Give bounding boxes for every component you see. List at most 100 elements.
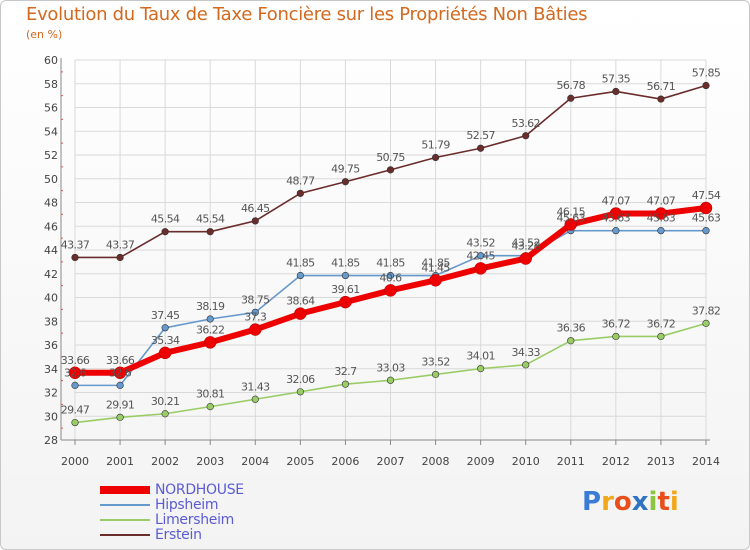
data-point-erstein (116, 253, 124, 262)
legend-label: Erstein (155, 527, 202, 543)
y-tick-label: 58 (44, 78, 58, 91)
data-point-erstein (612, 87, 620, 96)
data-label-limersheim: 31.43 (241, 380, 270, 393)
y-tick-label: 44 (44, 244, 58, 257)
data-label-hipsheim: 32.6 (109, 366, 132, 379)
data-point-hipsheim (251, 308, 259, 316)
logo-letter: i (648, 487, 658, 517)
data-point-nordhouse (294, 307, 307, 320)
data-label-erstein: 57.85 (692, 67, 721, 80)
data-point-hipsheim (612, 227, 620, 235)
data-label-hipsheim: 41.85 (286, 257, 315, 270)
data-point-hipsheim (296, 271, 304, 280)
data-point-hipsheim (657, 227, 665, 235)
y-tick-label: 28 (44, 434, 58, 447)
x-tick-label: 2008 (422, 455, 450, 468)
logo-letter: r (601, 487, 614, 517)
data-label-limersheim: 30.81 (196, 388, 225, 401)
data-point-nordhouse (564, 218, 578, 231)
logo-letter: t (657, 487, 670, 517)
data-label-nordhouse: 43.28 (511, 240, 540, 253)
data-label-nordhouse: 33.66 (106, 354, 135, 367)
x-tick-label: 2002 (151, 455, 179, 468)
legend-label: NORDHOUSE (155, 482, 244, 498)
data-label-limersheim: 36.72 (647, 317, 676, 330)
x-tick-label: 2013 (647, 455, 675, 468)
y-tick-label: 56 (44, 102, 58, 115)
data-label-nordhouse: 39.61 (331, 283, 360, 296)
x-tick-label: 2009 (467, 455, 495, 468)
logo-letter: x (631, 487, 649, 517)
data-label-nordhouse: 41.45 (421, 261, 450, 274)
y-tick-label: 54 (44, 125, 58, 138)
data-point-hipsheim (116, 381, 124, 389)
data-point-limersheim (251, 395, 259, 403)
y-tick-label: 48 (44, 197, 58, 210)
data-label-nordhouse: 47.07 (602, 195, 631, 208)
data-label-erstein: 45.54 (151, 213, 180, 226)
data-point-erstein (206, 228, 214, 236)
data-label-nordhouse: 38.64 (286, 295, 315, 308)
data-point-nordhouse (68, 366, 82, 380)
data-label-nordhouse: 47.54 (692, 189, 721, 202)
data-label-limersheim: 29.47 (61, 404, 90, 417)
x-tick-label: 2004 (241, 455, 269, 468)
data-label-hipsheim: 45.63 (647, 212, 676, 225)
y-tick-label: 34 (44, 363, 58, 376)
y-tick-label: 32 (44, 387, 58, 400)
data-label-limersheim: 32.06 (286, 373, 315, 386)
data-point-nordhouse (384, 284, 397, 297)
data-point-limersheim (386, 376, 395, 384)
y-tick-label: 50 (44, 173, 58, 186)
data-point-erstein (477, 144, 485, 152)
data-label-hipsheim: 41.85 (376, 257, 405, 270)
data-label-erstein: 57.35 (602, 72, 631, 85)
data-point-erstein (522, 132, 530, 140)
data-label-limersheim: 32.7 (334, 365, 357, 378)
data-point-erstein (161, 228, 169, 236)
y-tick-label: 30 (44, 410, 58, 423)
y-tick-label: 36 (44, 339, 58, 352)
x-tick-label: 2001 (106, 455, 134, 468)
data-label-nordhouse: 47.07 (647, 195, 676, 208)
y-tick-label: 40 (44, 292, 58, 305)
data-label-erstein: 45.54 (196, 213, 225, 226)
data-point-nordhouse (249, 323, 262, 336)
x-tick-label: 2012 (602, 455, 630, 468)
data-label-limersheim: 37.82 (692, 304, 721, 317)
data-point-erstein (251, 217, 259, 225)
x-tick-label: 2005 (286, 455, 314, 468)
proxiti-logo: Proxiti (582, 487, 679, 517)
data-point-nordhouse (339, 295, 352, 309)
data-point-limersheim (206, 403, 214, 411)
data-label-hipsheim: 43.52 (466, 237, 495, 250)
data-label-limersheim: 29.91 (106, 398, 135, 411)
data-label-erstein: 43.37 (61, 238, 90, 251)
data-label-hipsheim: 45.63 (602, 212, 631, 225)
data-point-limersheim (477, 365, 485, 373)
data-point-nordhouse (113, 366, 127, 380)
data-point-limersheim (116, 413, 124, 421)
data-point-nordhouse (203, 336, 217, 349)
data-point-limersheim (296, 388, 304, 396)
data-point-nordhouse (158, 346, 172, 360)
data-point-nordhouse (474, 262, 487, 275)
y-tick-label: 38 (44, 315, 58, 328)
data-label-erstein: 48.77 (286, 174, 315, 187)
data-label-erstein: 53.62 (511, 117, 540, 130)
data-point-erstein (71, 253, 79, 262)
x-tick-label: 2003 (196, 455, 224, 468)
logo-letter: o (613, 487, 632, 517)
data-point-nordhouse (429, 274, 442, 287)
data-label-nordhouse: 36.22 (196, 323, 225, 336)
data-point-erstein (386, 166, 395, 174)
data-label-hipsheim: 45.63 (692, 212, 721, 225)
data-point-limersheim (702, 319, 710, 327)
data-point-erstein (702, 81, 710, 90)
x-tick-label: 2011 (557, 455, 585, 468)
data-point-erstein (296, 189, 304, 197)
data-point-hipsheim (341, 271, 350, 280)
data-label-erstein: 50.75 (376, 151, 405, 164)
data-point-limersheim (341, 380, 350, 388)
data-point-erstein (567, 94, 575, 102)
